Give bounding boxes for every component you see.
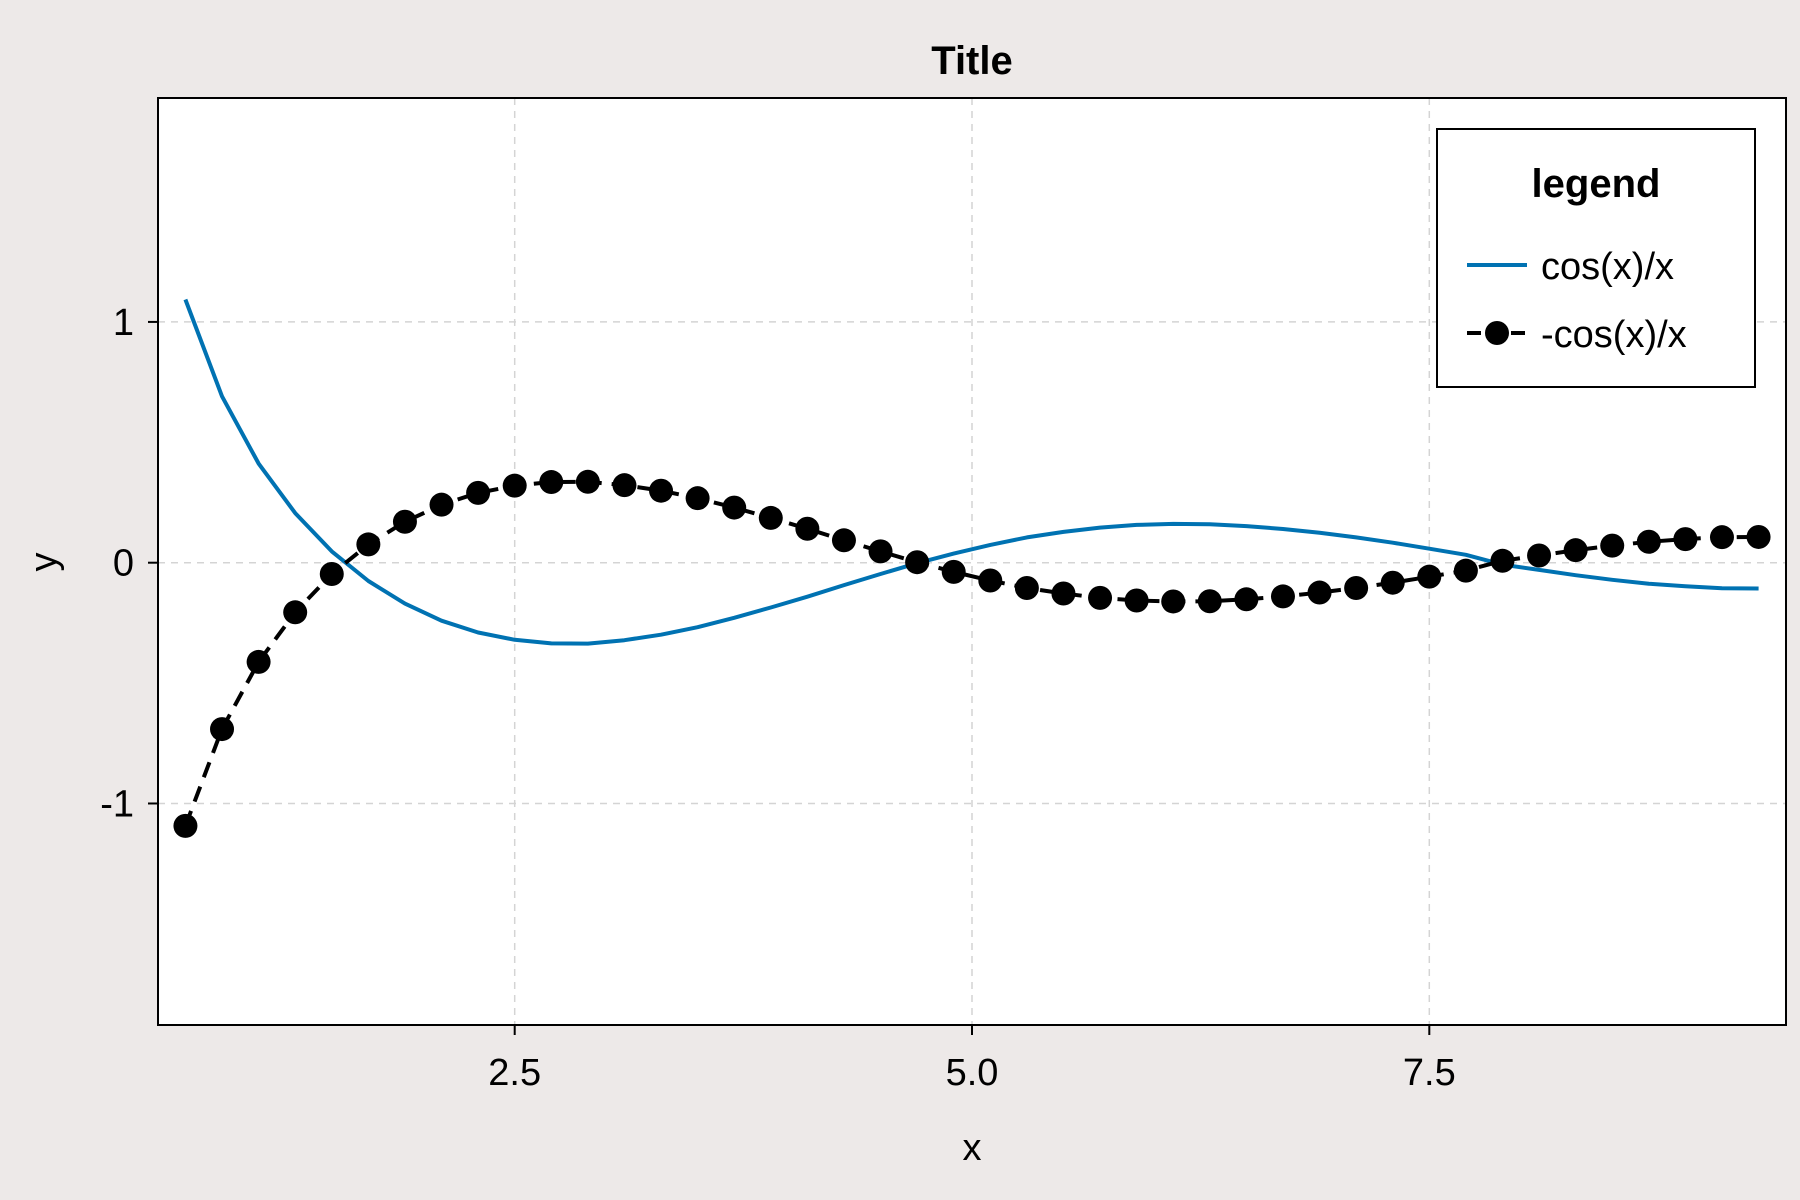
series-2-point	[1161, 589, 1186, 614]
legend-label-series-2: -cos(x)/x	[1541, 314, 1687, 356]
series-2-point	[1051, 581, 1076, 606]
series-2-point	[429, 492, 454, 517]
series-2-point	[1307, 580, 1332, 605]
series-2-point	[1234, 587, 1259, 612]
series-layer	[173, 298, 1771, 838]
series-2-point	[1746, 524, 1771, 549]
series-2-point	[795, 516, 820, 541]
series-2-point	[905, 550, 930, 575]
series-2-point	[1563, 538, 1588, 563]
series-2-point	[392, 509, 417, 534]
y-axis-label: y	[23, 553, 65, 572]
tick-layer: 2.5 5.0 7.5 -1 0 1	[100, 302, 1456, 1094]
series-2-point	[1344, 575, 1369, 600]
x-tick-label: 7.5	[1403, 1052, 1456, 1094]
series-2-point	[1490, 548, 1515, 573]
series-2-point	[466, 480, 491, 505]
x-tick-label: 5.0	[946, 1052, 999, 1094]
legend-box	[1436, 128, 1756, 388]
series-2-point	[539, 470, 564, 495]
legend-label-series-1: cos(x)/x	[1541, 246, 1674, 288]
series-2-point	[283, 600, 308, 625]
series-2-point	[356, 532, 381, 557]
series-2-point	[1709, 525, 1734, 550]
series-2-point	[502, 473, 527, 498]
y-tick-label: -1	[100, 783, 134, 825]
series-2-point	[1527, 543, 1552, 568]
series-2-point	[246, 649, 271, 674]
series-2-point	[210, 717, 235, 742]
series-2-point	[758, 505, 783, 530]
series-2-point	[978, 568, 1003, 593]
series-2-point	[722, 495, 747, 520]
series-2-point	[173, 813, 198, 838]
legend-title: legend	[1532, 162, 1661, 206]
series-2-point	[1417, 564, 1442, 589]
series-2-point	[1124, 588, 1149, 613]
series-2-point	[1380, 570, 1405, 595]
series-2-point	[1453, 558, 1478, 583]
series-2-point	[1600, 533, 1625, 558]
legend: legend cos(x)/x -cos(x)/x	[1436, 128, 1756, 388]
series-2-point	[1088, 585, 1113, 610]
series-2-point	[319, 562, 344, 587]
series-2-point	[575, 469, 600, 494]
series-2-point	[685, 486, 710, 511]
series-2-point	[612, 473, 637, 498]
series-2-point	[1197, 589, 1222, 614]
y-tick-label: 1	[113, 302, 134, 344]
series-2-point	[941, 559, 966, 584]
y-tick-label: 0	[113, 543, 134, 585]
series-2-point	[1636, 529, 1661, 554]
series-2-point	[1673, 527, 1698, 552]
series-2-point	[649, 478, 674, 503]
series-2-point	[1014, 575, 1039, 600]
series-2-point	[868, 539, 893, 564]
legend-marker-series-2	[1485, 321, 1509, 345]
series-2-point	[1270, 584, 1295, 609]
x-tick-label: 2.5	[488, 1052, 541, 1094]
chart-title: Title	[931, 39, 1013, 83]
x-axis-label: x	[963, 1127, 982, 1169]
series-2-point	[831, 528, 856, 553]
